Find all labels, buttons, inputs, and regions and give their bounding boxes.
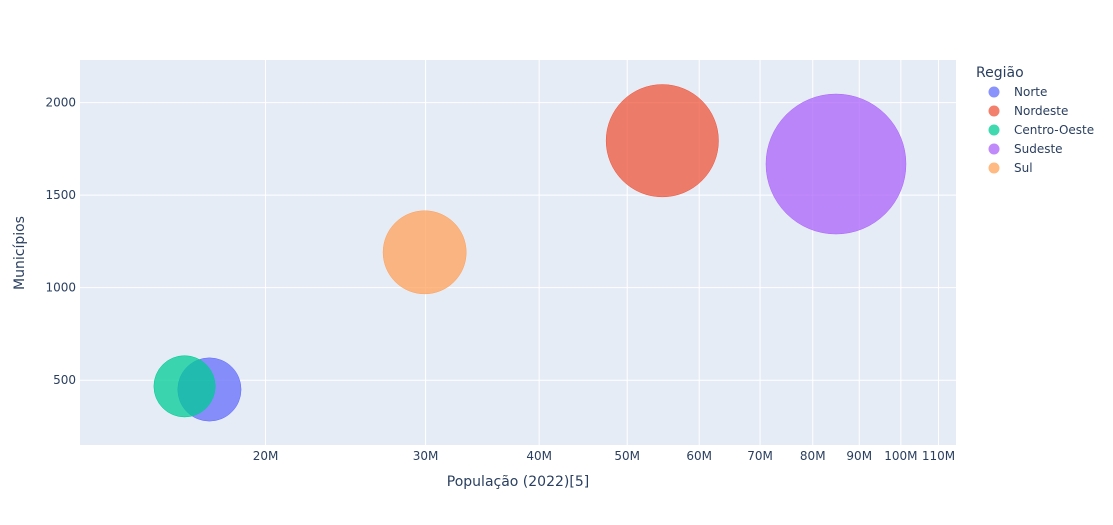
x-tick-label: 90M [846,449,872,463]
x-axis-title: População (2022)[5] [447,474,589,490]
x-tick-label: 30M [413,449,439,463]
bubble-centro-oeste[interactable] [153,355,216,418]
legend-label: Sul [1014,161,1033,175]
legend-marker [988,124,1000,136]
x-tick-label: 50M [614,449,640,463]
legend-item-sul[interactable]: Sul [988,161,1033,175]
bubble-sul[interactable] [382,210,467,295]
x-tick-label: 70M [747,449,773,463]
x-tick-label: 100M [884,449,917,463]
x-tick-label: 40M [526,449,552,463]
legend-title: Região [976,65,1024,81]
y-tick-label: 500 [53,373,76,387]
legend-marker [988,105,1000,117]
legend-label: Nordeste [1014,104,1068,118]
bubble-markers [153,84,907,422]
y-tick-label: 1500 [45,188,76,202]
legend-label: Norte [1014,85,1047,99]
y-tick-labels: 500 1000 1500 2000 [45,96,76,388]
legend-marker [988,143,1000,155]
bubble-nordeste[interactable] [605,84,719,198]
y-tick-label: 2000 [45,96,76,110]
legend-item-norte[interactable]: Norte [988,85,1048,99]
legend-item-sudeste[interactable]: Sudeste [988,142,1063,156]
legend-item-nordeste[interactable]: Nordeste [988,104,1069,118]
legend-marker [988,162,1000,174]
x-tick-label: 80M [800,449,826,463]
legend: Região Norte Nordeste Centro-Oeste Sudeste S… [976,65,1094,175]
y-tick-label: 1000 [45,281,76,295]
y-axis-title: Municípios [12,216,28,290]
legend-label: Sudeste [1014,142,1063,156]
x-tick-label: 110M [922,449,955,463]
legend-item-centro-oeste[interactable]: Centro-Oeste [988,123,1095,137]
x-tick-label: 20M [253,449,279,463]
x-tick-labels: 20M 30M 40M 50M 60M 70M 80M 90M 100M 110M [253,449,955,463]
legend-label: Centro-Oeste [1014,123,1094,137]
legend-marker [988,86,1000,98]
x-tick-label: 60M [686,449,712,463]
bubble-sudeste[interactable] [765,93,907,235]
